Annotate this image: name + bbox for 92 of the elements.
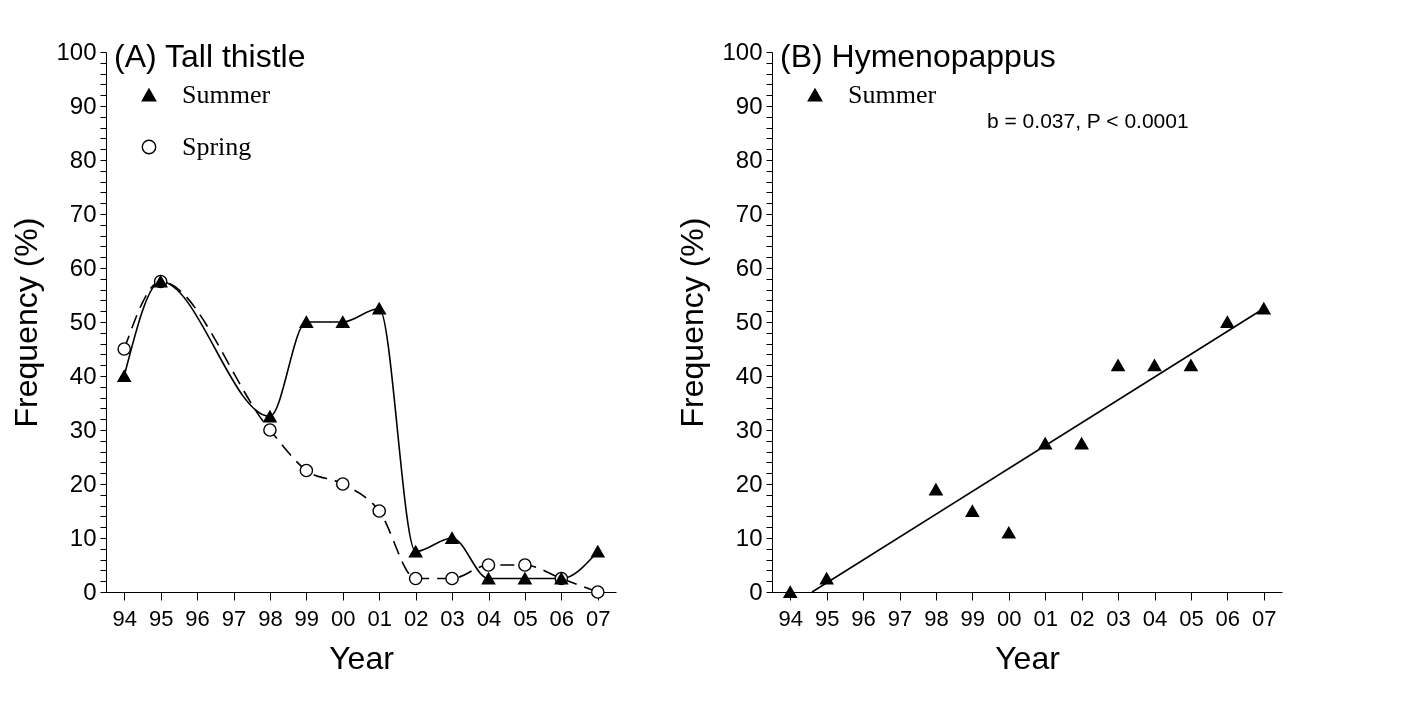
x-tick-label: 01: [367, 605, 392, 631]
x-tick-label: 95: [148, 605, 174, 631]
y-tick-label: 0: [83, 577, 97, 605]
x-tick-label: 99: [294, 605, 320, 631]
x-tick-label: 00: [331, 605, 356, 631]
point: [1184, 359, 1198, 372]
x-tick-label: 05: [513, 605, 538, 631]
point: [590, 545, 605, 558]
x-tick-label: 06: [1215, 605, 1241, 631]
point: [263, 410, 277, 423]
annotation: b = 0.037, P < 0.0001: [987, 109, 1189, 132]
y-tick-label: 60: [735, 253, 763, 281]
legend-label: Summer: [182, 80, 271, 109]
x-tick-label: 97: [887, 605, 913, 631]
point: [335, 316, 350, 328]
x-tick-label: 94: [112, 605, 137, 631]
point: [590, 585, 605, 599]
x-tick-label: 04: [476, 605, 502, 631]
y-tick-label: 30: [69, 415, 97, 443]
point: [819, 572, 834, 585]
x-tick-label: 99: [960, 605, 986, 631]
y-tick-label: 70: [69, 199, 97, 227]
point: [518, 558, 532, 572]
point: [1111, 359, 1125, 372]
y-tick-label: 40: [735, 361, 763, 389]
point: [1147, 359, 1162, 372]
x-tick-label: 07: [1252, 605, 1277, 631]
y-tick-label: 80: [69, 145, 97, 173]
point: [299, 316, 314, 328]
point: [117, 370, 132, 382]
point: [1001, 526, 1016, 539]
y-tick-label: 60: [69, 253, 97, 281]
point: [1220, 316, 1235, 328]
point: [929, 483, 943, 496]
chart-title: (A) Tall thistle: [114, 38, 306, 74]
x-tick-label: 03: [1106, 605, 1131, 631]
y-tick-label: 0: [749, 577, 763, 605]
y-tick-label: 50: [69, 307, 97, 335]
x-tick-label: 05: [1179, 605, 1204, 631]
x-tick-label: 97: [221, 605, 247, 631]
x-tick-label: 98: [924, 605, 949, 631]
y-tick-label: 100: [56, 37, 97, 65]
point: [372, 504, 387, 518]
x-tick-label: 04: [1142, 605, 1168, 631]
point: [445, 571, 459, 586]
point: [335, 477, 350, 491]
y-tick-label: 100: [722, 37, 763, 65]
x-tick-label: 01: [1033, 605, 1058, 631]
y-tick-label: 20: [735, 469, 763, 497]
y-tick-label: 90: [735, 91, 763, 119]
y-axis-title: Frequency (%): [8, 217, 45, 428]
point: [299, 463, 314, 478]
point: [445, 532, 459, 544]
x-tick-label: 03: [440, 605, 465, 631]
point: [1256, 302, 1271, 315]
point: [481, 558, 496, 572]
y-tick-label: 80: [735, 145, 763, 173]
y-tick-label: 50: [735, 307, 763, 335]
point: [408, 571, 423, 586]
point: [263, 423, 277, 437]
x-axis-title: Year: [995, 639, 1061, 676]
legend-label: Spring: [182, 132, 252, 161]
x-tick-label: 94: [778, 605, 803, 631]
x-tick-label: 96: [851, 605, 876, 631]
x-tick-label: 98: [258, 605, 283, 631]
point: [1038, 437, 1053, 450]
point: [481, 572, 496, 585]
x-tick-label: 06: [549, 605, 575, 631]
point: [117, 342, 132, 356]
x-tick-label: 00: [997, 605, 1022, 631]
point: [783, 586, 798, 598]
legend-label: Summer: [848, 80, 937, 109]
y-tick-label: 70: [735, 199, 763, 227]
y-tick-label: 20: [69, 469, 97, 497]
x-axis-title: Year: [329, 639, 395, 676]
y-tick-label: 30: [735, 415, 763, 443]
x-tick-label: 95: [814, 605, 840, 631]
point: [408, 545, 423, 558]
y-tick-label: 10: [69, 523, 97, 551]
x-tick-label: 96: [185, 605, 210, 631]
point: [372, 302, 387, 315]
x-tick-label: 02: [1069, 605, 1095, 631]
y-axis-title: Frequency (%): [674, 217, 711, 428]
point: [965, 505, 980, 517]
point: [518, 572, 532, 585]
y-tick-label: 10: [735, 523, 763, 551]
chart-title: (B) Hymenopappus: [780, 38, 1056, 74]
y-tick-label: 90: [69, 91, 97, 119]
y-tick-label: 40: [69, 361, 97, 389]
x-tick-label: 07: [586, 605, 611, 631]
point: [1074, 437, 1089, 450]
x-tick-label: 02: [403, 605, 429, 631]
